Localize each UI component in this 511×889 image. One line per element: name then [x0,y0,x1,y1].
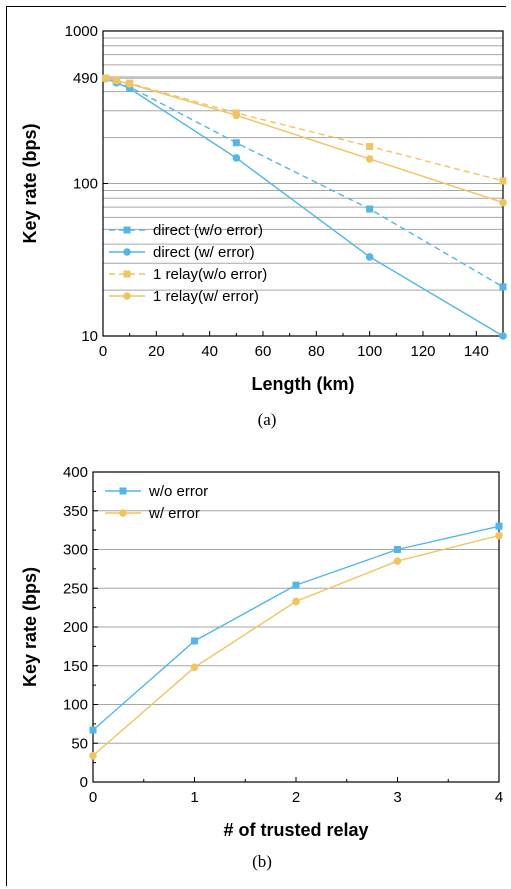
x-tick-label: 3 [393,789,401,806]
caption-a: (a) [257,410,277,429]
y-tick-label: 490 [73,70,98,87]
data-point [366,142,374,150]
x-tick-label: 1 [190,789,198,806]
data-point [101,74,110,83]
x-tick-label: 2 [292,789,300,806]
data-point [499,177,507,185]
y-tick-label: 100 [63,697,88,714]
data-point [499,332,507,340]
legend-marker [119,509,127,517]
data-point [125,80,134,88]
x-tick-label: 20 [148,343,165,360]
data-point [232,111,241,120]
y-tick-label: 50 [71,735,88,752]
x-tick-label: 140 [464,343,489,360]
data-point [495,522,503,530]
legend: w/o error w/ error [105,483,208,522]
series-line-3 [105,77,504,182]
x-tick-label: 40 [201,343,218,360]
y-tick-label: 300 [63,542,88,559]
y-tick-label: 200 [63,619,88,636]
data-point [232,139,240,147]
series-line-1 [92,525,500,731]
legend-label: w/o error [148,483,208,500]
legend: direct (w/o error) direct (w/ error) 1 rel… [109,222,267,305]
data-point [499,283,507,291]
data-point [190,663,199,672]
data-point [393,557,402,565]
caption-b: (b) [252,852,272,871]
y-tick-label: 1000 [65,23,98,40]
y-axis-label: Key rate (bps) [20,567,40,687]
data-point [495,531,503,540]
legend-marker [119,487,127,495]
y-tick-label: 10 [81,328,98,345]
legend-label: w/ error [148,505,200,522]
series-line-2 [92,534,500,757]
x-axis-label: Length (km) [252,374,355,394]
chart-b: 0 1 2 3 4 0 50 100 150 200 250 300 350 400 # of truste… [20,464,503,840]
legend-marker [123,292,131,300]
data-point [112,76,121,85]
data-point [365,155,374,163]
legend-label: 1 relay(w/ error) [153,288,259,305]
y-tick-label: 350 [63,503,88,520]
data-point [191,637,198,645]
x-tick-label: 120 [410,343,435,360]
x-axis-label: # of trusted relay [223,820,368,840]
x-tick-label: 60 [255,343,272,360]
data-point [365,253,374,261]
data-point [292,581,300,589]
y-tick-label: 250 [63,580,88,597]
y-tick-label: 400 [63,464,88,481]
legend-marker [123,248,131,256]
x-tick-label: 0 [99,343,107,360]
data-point [89,726,97,734]
data-point [232,154,241,162]
data-point [394,546,401,553]
data-point [366,205,374,213]
legend-label: 1 relay(w/o error) [153,266,267,283]
legend-label: direct (w/o error) [153,222,263,239]
data-point [499,198,507,207]
chart-a: 0 20 40 60 80 100 120 140 10 100 490 1000 Length (km… [20,23,507,394]
figure-frame [6,6,506,886]
x-tick-label: 4 [495,789,503,806]
x-tick-label: 80 [308,343,325,360]
data-point [292,597,300,606]
series-line-1 [105,77,504,288]
legend-marker [123,270,131,278]
legend-label: direct (w/ error) [153,244,255,261]
y-tick-label: 100 [73,176,98,193]
data-point [89,751,97,760]
legend-marker [123,226,131,234]
y-tick-label: 0 [80,774,88,791]
x-tick-label: 100 [357,343,382,360]
y-tick-label: 150 [63,658,88,675]
y-axis-label: Key rate (bps) [20,123,40,243]
x-tick-label: 0 [89,789,97,806]
